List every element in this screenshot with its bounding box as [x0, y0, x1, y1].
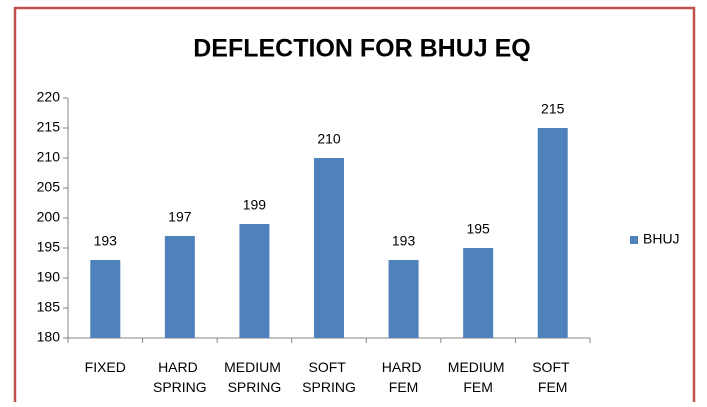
data-label: 197 [168, 209, 192, 225]
y-tick-label: 185 [37, 299, 61, 315]
data-label: 195 [466, 221, 490, 237]
data-label: 199 [243, 197, 267, 213]
y-tick-label: 215 [37, 119, 61, 135]
y-tick-label: 210 [37, 149, 61, 165]
x-tick-label: HARD FEM [382, 359, 426, 395]
x-tick-label: MEDIUM FEM [448, 359, 509, 395]
data-label: 193 [94, 233, 118, 249]
bar [463, 248, 494, 338]
data-label: 210 [317, 131, 341, 147]
legend-label: BHUJ [643, 231, 680, 247]
y-tick-label: 195 [37, 239, 61, 255]
x-tick-label: FIXED [85, 359, 126, 375]
x-tick-label: HARD SPRING [153, 359, 207, 395]
data-label: 215 [541, 101, 565, 117]
bar [239, 224, 270, 338]
y-tick-label: 220 [37, 89, 61, 105]
bar [164, 236, 195, 338]
x-tick-label: MEDIUM SPRING [224, 359, 285, 395]
chart-title: DEFLECTION FOR BHUJ EQ [193, 35, 531, 63]
bar [537, 128, 568, 338]
chart-frame [13, 6, 696, 407]
legend-swatch [630, 236, 638, 244]
y-tick-label: 205 [37, 179, 61, 195]
y-tick-label: 190 [37, 269, 61, 285]
x-tick-label: SOFT SPRING [302, 359, 356, 395]
bar [314, 158, 344, 338]
bar [90, 260, 121, 338]
y-tick-label: 200 [37, 209, 61, 225]
bar [388, 260, 419, 338]
x-tick-label: SOFT FEM [532, 359, 573, 395]
y-tick-label: 180 [37, 329, 61, 345]
data-label: 193 [392, 233, 416, 249]
